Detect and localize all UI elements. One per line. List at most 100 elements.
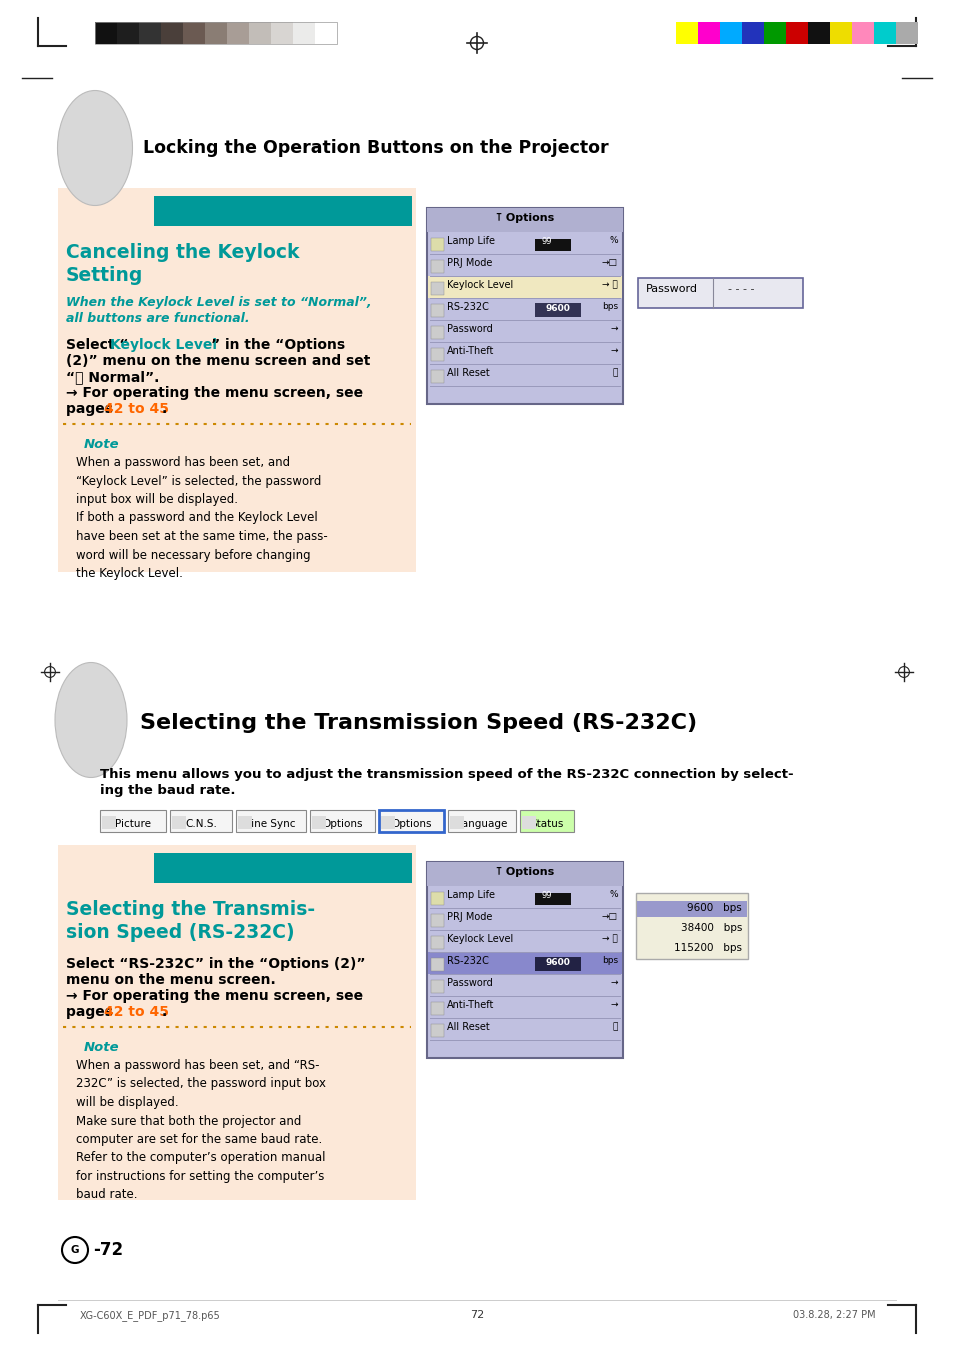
Text: →□: →□ [601, 912, 618, 921]
Text: Setting: Setting [66, 266, 143, 285]
Bar [139, 22, 161, 45]
Ellipse shape [57, 91, 132, 205]
Bar [431, 958, 443, 971]
Text: All Reset: All Reset [447, 1021, 489, 1032]
Bar [431, 979, 443, 993]
Text: Fine Sync: Fine Sync [246, 819, 295, 830]
Bar [535, 957, 580, 971]
Circle shape [62, 1238, 88, 1263]
Bar [428, 276, 621, 299]
Bar [183, 22, 205, 45]
Bar [427, 862, 622, 886]
Text: Status: Status [530, 819, 563, 830]
Text: When the Keylock Level is set to “Normal”,: When the Keylock Level is set to “Normal… [66, 296, 372, 309]
Text: PRJ Mode: PRJ Mode [447, 258, 492, 267]
Bar [293, 22, 314, 45]
Text: RS-232C: RS-232C [447, 303, 488, 312]
Text: Canceling the Keylock: Canceling the Keylock [66, 243, 299, 262]
Bar [227, 22, 249, 45]
Bar [161, 22, 183, 45]
Text: Picture: Picture [115, 819, 151, 830]
Bar [205, 22, 227, 45]
Bar [314, 22, 336, 45]
Ellipse shape [55, 662, 127, 777]
Bar [100, 811, 166, 832]
Text: →: → [610, 324, 618, 332]
Bar [873, 22, 895, 45]
Text: All Reset: All Reset [447, 367, 489, 378]
Text: RS-232C: RS-232C [447, 957, 488, 966]
Bar [58, 188, 416, 571]
Bar [431, 915, 443, 927]
Bar [763, 22, 785, 45]
Text: Selecting the Transmis-: Selecting the Transmis- [66, 900, 314, 919]
Bar [271, 22, 293, 45]
Text: → For operating the menu screen, see: → For operating the menu screen, see [66, 386, 363, 400]
Bar [431, 238, 443, 251]
Bar [431, 1002, 443, 1015]
Text: Keylock Level: Keylock Level [110, 338, 216, 353]
Bar [637, 901, 746, 917]
Text: 99: 99 [541, 892, 552, 900]
Text: Keylock Level: Keylock Level [447, 280, 513, 290]
Text: Note: Note [84, 1042, 119, 1054]
Bar [638, 278, 802, 308]
Text: 9600: 9600 [545, 958, 570, 967]
Text: 42 to 45: 42 to 45 [104, 1005, 169, 1019]
Text: .: . [162, 403, 167, 416]
Bar [431, 370, 443, 382]
Text: This menu allows you to adjust the transmission speed of the RS-232C connection : This menu allows you to adjust the trans… [100, 767, 793, 781]
Text: Anti-Theft: Anti-Theft [447, 1000, 494, 1011]
Text: 38400   bps: 38400 bps [679, 923, 741, 934]
Bar [427, 862, 622, 1058]
Bar [428, 952, 621, 974]
Text: 9600: 9600 [545, 304, 570, 313]
Bar [785, 22, 807, 45]
Text: C.N.S.: C.N.S. [185, 819, 216, 830]
Text: Options: Options [391, 819, 432, 830]
Text: menu on the menu screen.: menu on the menu screen. [66, 973, 275, 988]
Text: “⚿ Normal”.: “⚿ Normal”. [66, 370, 159, 384]
Text: bps: bps [601, 303, 618, 311]
Bar [431, 936, 443, 948]
Text: PRJ Mode: PRJ Mode [447, 912, 492, 921]
Bar [312, 816, 326, 830]
Text: ing the baud rate.: ing the baud rate. [100, 784, 235, 797]
Text: →: → [610, 346, 618, 355]
Bar [676, 22, 698, 45]
Text: → ⚿: → ⚿ [601, 280, 618, 289]
Text: ⊺ Options: ⊺ Options [496, 213, 554, 223]
Text: Password: Password [447, 324, 493, 334]
Bar [153, 196, 412, 226]
Bar [170, 811, 232, 832]
Text: Keylock Level: Keylock Level [447, 934, 513, 944]
Text: sion Speed (RS-232C): sion Speed (RS-232C) [66, 923, 294, 942]
Text: When a password has been set, and
“Keylock Level” is selected, the password
inpu: When a password has been set, and “Keylo… [76, 457, 328, 580]
Text: Anti-Theft: Anti-Theft [447, 346, 494, 357]
Bar [378, 811, 443, 832]
Text: Note: Note [84, 438, 119, 451]
Text: ⊺ Options: ⊺ Options [496, 867, 554, 877]
Bar [521, 816, 536, 830]
Text: 99: 99 [541, 236, 552, 246]
Text: Lamp Life: Lamp Life [447, 236, 495, 246]
Bar [741, 22, 763, 45]
Bar [58, 844, 416, 1200]
Text: ” in the “Options: ” in the “Options [211, 338, 345, 353]
Text: 72: 72 [470, 1310, 483, 1320]
Text: Language: Language [456, 819, 507, 830]
Bar [431, 304, 443, 317]
Bar [310, 811, 375, 832]
Text: all buttons are functional.: all buttons are functional. [66, 312, 250, 326]
Text: → ⚿: → ⚿ [601, 934, 618, 943]
Bar [431, 326, 443, 339]
Bar [698, 22, 720, 45]
Bar [427, 208, 622, 232]
Text: Options: Options [322, 819, 362, 830]
Text: 115200   bps: 115200 bps [673, 943, 741, 952]
Text: G: G [71, 1246, 79, 1255]
Text: →□: →□ [601, 258, 618, 267]
Bar [535, 893, 571, 905]
Text: ⓢ: ⓢ [612, 367, 618, 377]
Bar [95, 22, 336, 45]
